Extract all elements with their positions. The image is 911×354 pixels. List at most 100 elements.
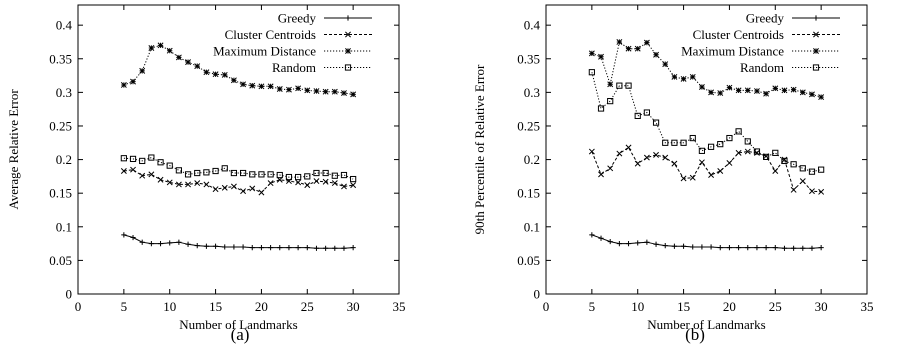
data-point	[753, 88, 760, 94]
data-point	[799, 89, 806, 96]
data-point	[304, 182, 311, 189]
data-point	[157, 42, 164, 49]
data-point	[212, 186, 219, 193]
data-point	[341, 183, 347, 190]
data-point	[643, 154, 650, 161]
data-point	[267, 171, 274, 178]
data-point	[139, 157, 146, 165]
data-point	[809, 188, 815, 195]
data-point	[625, 82, 632, 89]
data-point	[745, 245, 751, 251]
series-line	[123, 169, 354, 194]
data-point	[726, 134, 733, 142]
data-point	[735, 128, 742, 135]
x-tick-label: 15	[677, 299, 690, 314]
data-point	[185, 241, 191, 247]
data-point	[350, 245, 356, 251]
data-point	[258, 171, 265, 178]
data-point	[304, 173, 311, 180]
data-point	[698, 147, 706, 154]
data-point	[671, 243, 677, 249]
series-random	[588, 69, 825, 175]
data-point	[708, 244, 714, 250]
data-point	[258, 83, 265, 90]
x-tick-label: 35	[393, 299, 406, 314]
data-point	[726, 159, 733, 166]
x-tick-label: 5	[121, 299, 128, 314]
data-point	[249, 185, 256, 192]
data-point	[598, 235, 604, 241]
data-point	[230, 77, 237, 84]
data-point	[607, 81, 614, 88]
legend-label: Greedy	[278, 11, 317, 26]
series-line	[591, 72, 822, 173]
y-tick-label: 0.4	[524, 18, 541, 33]
data-point	[184, 171, 192, 178]
data-point	[588, 50, 595, 57]
data-point	[139, 172, 146, 179]
data-point	[744, 87, 751, 94]
data-point	[341, 245, 347, 251]
series-greedy	[121, 232, 356, 251]
data-point	[708, 89, 715, 96]
caption-a: (a)	[231, 325, 250, 344]
data-point	[240, 81, 247, 88]
data-point	[295, 245, 301, 251]
data-point	[772, 168, 779, 174]
data-point	[717, 168, 724, 174]
data-point	[662, 154, 669, 161]
data-point	[203, 169, 210, 176]
data-point	[267, 180, 274, 187]
plot-frame	[545, 4, 868, 295]
data-point	[625, 240, 632, 247]
series-cluster-centroids	[588, 144, 825, 195]
data-point	[157, 176, 164, 183]
data-point	[707, 143, 715, 150]
data-point	[221, 165, 228, 172]
data-point	[313, 245, 320, 251]
y-tick-label: 0.15	[517, 186, 540, 201]
data-point	[662, 139, 669, 146]
data-point	[276, 171, 283, 179]
data-point	[175, 167, 182, 174]
data-point	[120, 82, 127, 88]
data-point	[690, 244, 696, 250]
y-tick-label: 0.35	[517, 51, 540, 66]
data-point	[744, 148, 751, 155]
data-point	[176, 239, 182, 245]
data-point	[157, 240, 164, 247]
data-point	[332, 245, 338, 251]
data-point	[772, 245, 778, 251]
data-point	[607, 165, 614, 172]
data-point	[671, 160, 678, 167]
data-point	[635, 240, 641, 246]
data-point	[129, 155, 137, 163]
chart-panel-b: 0 0.05 0.1 0.15 0.2 0.25 0.3 0.35 0.4 0 5 10 15 20 25 3…	[472, 4, 874, 332]
data-point	[120, 168, 127, 174]
data-point	[818, 245, 824, 251]
data-point	[285, 173, 293, 181]
data-point	[240, 244, 246, 250]
y-tick-label: 0.05	[517, 253, 540, 268]
data-point	[203, 243, 209, 249]
data-point	[295, 85, 302, 92]
series-cluster-centroids	[120, 166, 357, 196]
data-point	[185, 59, 192, 66]
data-point	[680, 139, 687, 146]
data-point	[607, 238, 613, 245]
data-point	[717, 245, 723, 251]
x-axis-label: Number of Landmarks	[179, 317, 297, 332]
data-point	[258, 189, 265, 196]
data-point	[598, 53, 604, 60]
y-tick-label: 0.2	[524, 152, 540, 167]
data-point	[588, 69, 595, 76]
data-point	[323, 245, 329, 251]
data-point	[295, 179, 302, 186]
data-point	[689, 174, 696, 181]
data-point	[680, 75, 687, 82]
legend-marker	[345, 31, 351, 38]
data-point	[588, 148, 595, 155]
y-tick-label: 0.25	[517, 118, 540, 133]
